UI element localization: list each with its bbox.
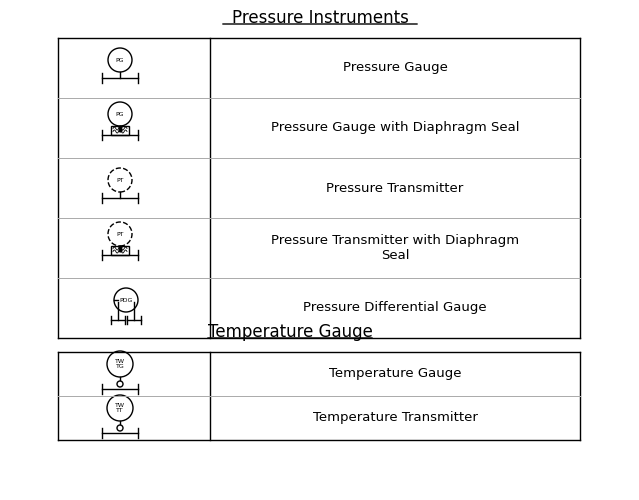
Text: PDG: PDG: [119, 298, 133, 302]
Text: TW
TG: TW TG: [115, 358, 125, 370]
Bar: [111, 126, 129, 134]
Text: Temperature Transmitter: Temperature Transmitter: [312, 412, 477, 424]
Text: TW
TT: TW TT: [115, 402, 125, 413]
Text: Pressure Differential Gauge: Pressure Differential Gauge: [303, 302, 487, 314]
Text: Pressure Transmitter: Pressure Transmitter: [327, 182, 464, 194]
Text: Pressure Instruments: Pressure Instruments: [231, 9, 408, 27]
Bar: [111, 246, 129, 254]
Text: PT: PT: [116, 178, 124, 182]
Text: Pressure Gauge with Diaphragm Seal: Pressure Gauge with Diaphragm Seal: [271, 122, 520, 134]
Text: PT: PT: [116, 232, 124, 236]
Text: PG: PG: [116, 112, 124, 116]
Text: PG: PG: [116, 58, 124, 62]
Text: Temperature Gauge: Temperature Gauge: [208, 323, 373, 341]
Text: Pressure Gauge: Pressure Gauge: [343, 62, 447, 74]
Text: Temperature Gauge: Temperature Gauge: [328, 368, 461, 380]
Text: Pressure Transmitter with Diaphragm
Seal: Pressure Transmitter with Diaphragm Seal: [271, 234, 519, 262]
